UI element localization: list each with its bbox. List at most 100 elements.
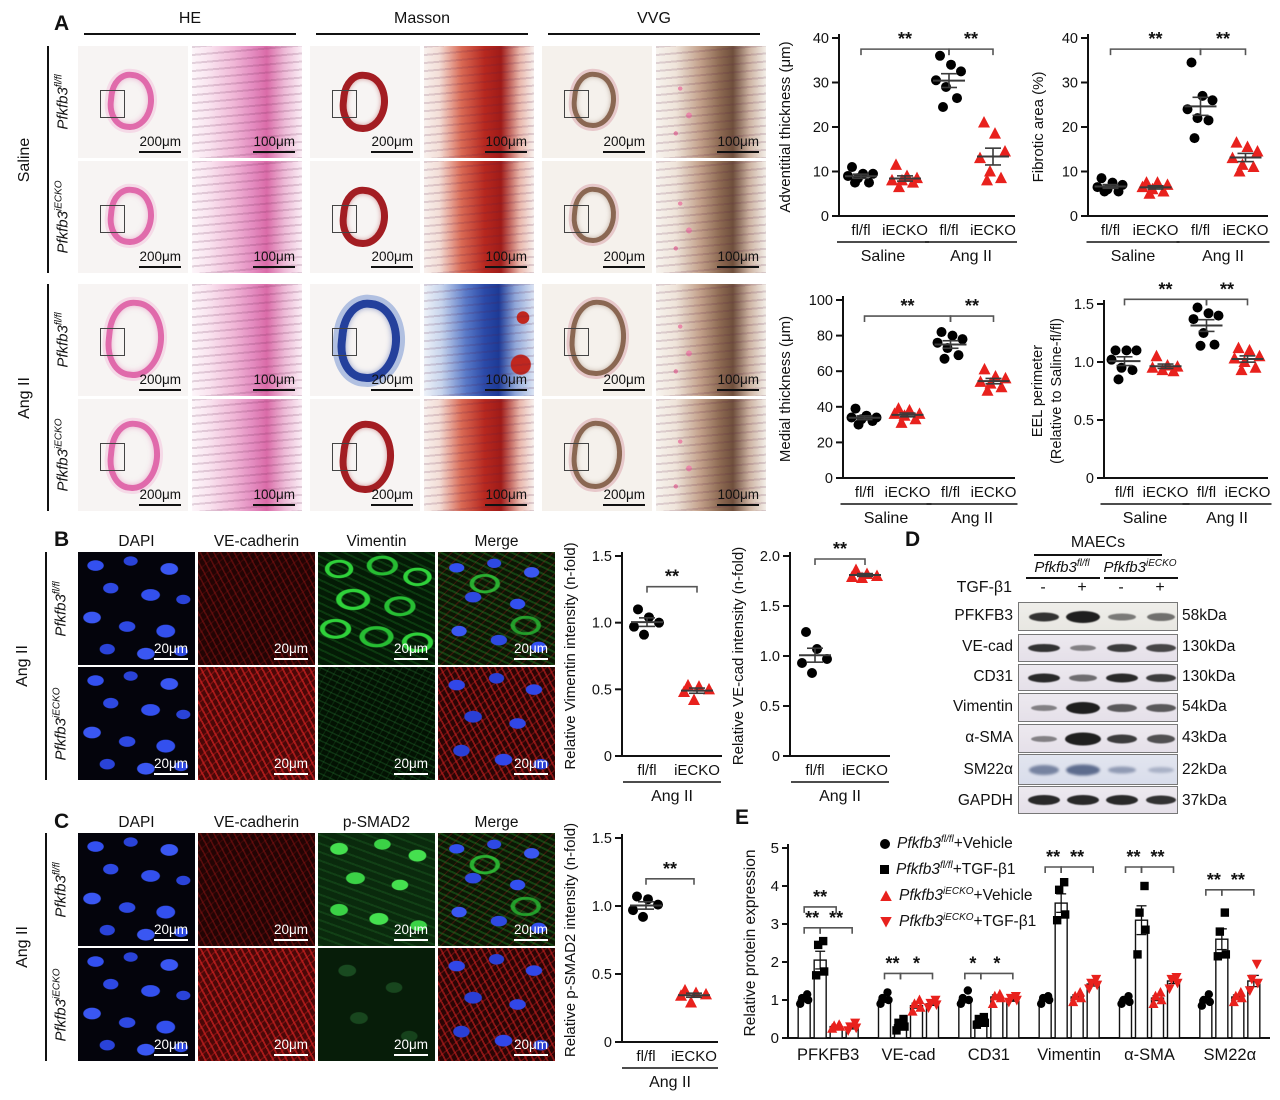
inset-box <box>332 205 357 233</box>
micrograph-he-low: 200μm <box>78 284 188 396</box>
svg-text:**: ** <box>1046 847 1060 867</box>
svg-text:Saline: Saline <box>864 510 909 527</box>
svg-text:0: 0 <box>771 1030 779 1047</box>
inset-box <box>100 443 125 471</box>
inset-box <box>100 205 125 233</box>
svg-text:10: 10 <box>1062 165 1078 181</box>
if-dapi: 20μm <box>78 833 195 946</box>
circle-marker-icon <box>880 838 890 849</box>
triangle-up-marker-icon <box>880 890 892 902</box>
genotype-underline-iecko <box>1104 577 1178 579</box>
group-label-angii: Ang II <box>14 926 31 968</box>
column-header-merge: Merge <box>474 533 519 550</box>
svg-text:PFKFB3: PFKFB3 <box>797 1046 859 1064</box>
treatment-sign: - <box>1118 579 1124 596</box>
scale-bar: 100μm <box>253 487 295 506</box>
svg-text:1.0: 1.0 <box>760 649 780 665</box>
treatment-label: TGF-β1 <box>956 579 1012 596</box>
micrograph-masson-low: 200μm <box>310 284 420 396</box>
treatment-sign: + <box>1077 579 1087 596</box>
scale-bar: 100μm <box>253 249 295 268</box>
scale-bar: 200μm <box>603 487 645 506</box>
micrograph-masson-high: 100μm <box>424 284 534 396</box>
svg-text:**: ** <box>1220 282 1234 299</box>
panel-c-label: C <box>54 810 70 833</box>
micrograph-masson-low: 200μm <box>310 399 420 511</box>
inset-box <box>332 328 357 356</box>
micrograph-masson-low: 200μm <box>310 46 420 158</box>
blot-kda-label: 58kDa <box>1182 607 1227 624</box>
svg-text:**: ** <box>1148 29 1162 49</box>
svg-text:4: 4 <box>771 878 779 895</box>
chart-psmad2-intensity: 0 0.5 1.0 1.5 Relative p-SMAD2 intensity (n-… <box>560 818 728 1098</box>
svg-text:40: 40 <box>817 400 833 416</box>
micrograph-vvg-high: 100μm <box>656 399 766 511</box>
legend-item: Pfkfb3fl/fl+TGF-β1 <box>880 860 1036 879</box>
svg-text:iECKO: iECKO <box>970 222 1016 239</box>
svg-text:**: ** <box>965 296 979 316</box>
blot-strip-pfkfb3 <box>1018 602 1178 631</box>
svg-text:fl/fl: fl/fl <box>637 762 656 779</box>
svg-text:100: 100 <box>809 293 833 309</box>
svg-text:Fibrotic area (%): Fibrotic area (%) <box>1030 72 1047 183</box>
svg-text:iECKO: iECKO <box>882 222 928 239</box>
group-label-angii: Ang II <box>16 376 33 419</box>
svg-text:1.0: 1.0 <box>592 899 612 915</box>
svg-text:Ang II: Ang II <box>651 788 693 805</box>
svg-text:1.5: 1.5 <box>592 831 612 847</box>
if-merge: 20μm <box>438 552 555 665</box>
scale-bar: 20μm <box>393 756 428 775</box>
micrograph-he-low: 200μm <box>78 46 188 158</box>
scale-bar: 20μm <box>153 1037 188 1056</box>
svg-text:iECKO: iECKO <box>671 1048 717 1065</box>
scale-bar: 200μm <box>603 249 645 268</box>
svg-text:2: 2 <box>771 954 779 971</box>
svg-text:Adventitial thickness (μm): Adventitial thickness (μm) <box>777 41 794 212</box>
svg-text:5: 5 <box>771 840 779 857</box>
svg-text:1.0: 1.0 <box>592 616 612 632</box>
chart-fibrotic-area: 0 10 20 30 40 Fibrotic area (%) fl/fl iECKO fl/f… <box>1028 20 1278 272</box>
chart-protein-expression: 0 1 2 3 4 5 Relative protein expression PFKFB3 *… <box>742 822 1278 1074</box>
micrograph-he-high: 100μm <box>192 161 302 273</box>
svg-text:1.5: 1.5 <box>760 599 780 615</box>
svg-text:**: ** <box>1070 847 1084 867</box>
blot-strip-vecad <box>1018 634 1178 662</box>
micrograph-he-high: 100μm <box>192 46 302 158</box>
column-header-dapi: DAPI <box>118 814 155 831</box>
svg-text:iECKO: iECKO <box>971 484 1017 501</box>
inset-box <box>564 443 589 471</box>
svg-text:VE-cad: VE-cad <box>881 1046 935 1064</box>
svg-text:Ang II: Ang II <box>1206 510 1248 527</box>
svg-text:Relative protein expression: Relative protein expression <box>742 850 759 1037</box>
inset-box <box>332 443 357 471</box>
scale-bar: 100μm <box>717 134 759 153</box>
panel-a-label: A <box>54 12 70 35</box>
triangle-down-marker-icon <box>880 916 892 928</box>
blot-strip-gapdh <box>1018 786 1178 814</box>
svg-text:iECKO: iECKO <box>842 762 888 779</box>
svg-text:Medial thickness (μm): Medial thickness (μm) <box>777 316 794 462</box>
scale-bar: 100μm <box>485 249 527 268</box>
svg-text:Saline: Saline <box>1123 510 1168 527</box>
row-label-pfkfb3-flfl: Pfkfb3fl/fl <box>54 74 72 130</box>
blot-protein-label: PFKFB3 <box>954 607 1013 624</box>
svg-text:fl/fl: fl/fl <box>855 484 874 501</box>
angii-bracket <box>45 552 47 780</box>
scale-bar: 20μm <box>273 922 308 941</box>
svg-text:fl/fl: fl/fl <box>1101 222 1120 239</box>
scale-bar: 200μm <box>603 372 645 391</box>
scale-bar: 100μm <box>485 487 527 506</box>
blot-kda-label: 37kDa <box>1182 792 1227 809</box>
svg-text:10: 10 <box>813 165 829 181</box>
panel-e-label: E <box>735 806 750 829</box>
scale-bar: 200μm <box>139 372 181 391</box>
svg-text:fl/fl: fl/fl <box>1115 484 1134 501</box>
svg-text:40: 40 <box>813 31 829 47</box>
svg-text:3: 3 <box>771 916 779 933</box>
micrograph-vvg-low: 200μm <box>542 46 652 158</box>
scale-bar: 100μm <box>717 372 759 391</box>
svg-text:**: ** <box>1158 282 1172 299</box>
svg-text:30: 30 <box>813 76 829 92</box>
micrograph-vvg-high: 100μm <box>656 161 766 273</box>
